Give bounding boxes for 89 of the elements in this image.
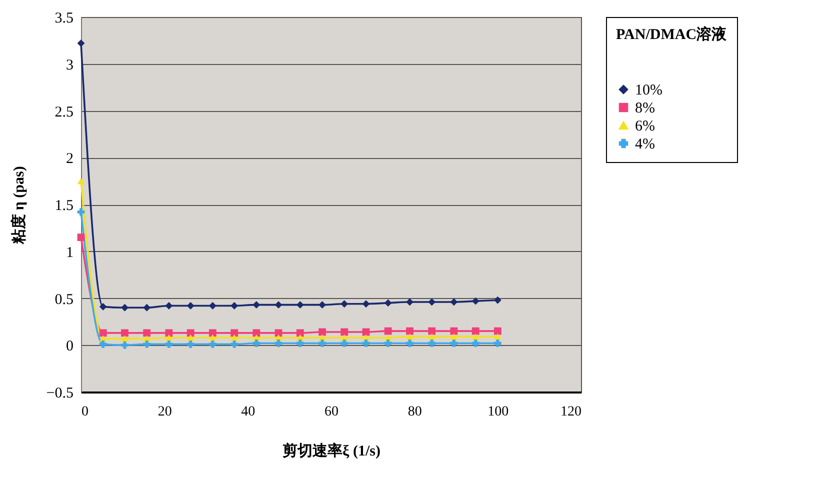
point	[494, 340, 502, 347]
y-tick-label: 1.5	[54, 198, 74, 214]
point	[208, 329, 216, 337]
legend-label: 8%	[635, 100, 655, 116]
y-tick-label: 2.5	[54, 104, 74, 120]
point	[121, 335, 128, 342]
y-tick-label: 0	[66, 338, 74, 355]
point	[186, 329, 194, 337]
point	[472, 340, 480, 347]
legend-label: 6%	[635, 118, 655, 134]
x-tick-label: 120	[560, 404, 582, 420]
point	[77, 178, 85, 184]
point	[450, 333, 458, 340]
point	[230, 334, 238, 341]
point	[428, 340, 436, 347]
point	[450, 298, 458, 306]
point	[296, 301, 304, 309]
point	[121, 341, 128, 349]
y-tick-label: 1	[66, 244, 74, 261]
point	[274, 329, 282, 337]
point	[230, 329, 238, 337]
point	[274, 340, 282, 347]
point	[494, 327, 502, 335]
point	[186, 334, 194, 341]
point	[186, 302, 194, 310]
point	[99, 340, 107, 348]
x-tick-label: 40	[241, 404, 256, 420]
x-tick-label: 20	[158, 404, 172, 420]
point	[362, 340, 370, 347]
point	[186, 340, 194, 348]
point	[99, 329, 107, 337]
point	[340, 340, 348, 347]
point	[428, 327, 436, 335]
y-tick-label: 3.5	[54, 10, 74, 26]
point	[252, 301, 260, 309]
point	[77, 234, 85, 242]
point	[494, 333, 502, 340]
point	[165, 302, 173, 310]
point	[318, 301, 326, 309]
point	[362, 300, 370, 308]
x-tick-label: 80	[408, 404, 422, 420]
point	[165, 334, 173, 341]
point	[165, 329, 173, 337]
point	[428, 298, 436, 306]
point	[230, 302, 238, 310]
point	[230, 340, 238, 348]
point	[384, 327, 392, 335]
point	[99, 302, 107, 310]
x-tick-label: 60	[324, 404, 338, 420]
point	[274, 301, 282, 309]
point	[121, 329, 128, 337]
point	[143, 329, 151, 337]
y-tick-label: 0.5	[54, 292, 74, 308]
point	[406, 327, 414, 335]
point	[340, 328, 348, 336]
y-axis-title: 粘度 η (pas)	[9, 166, 28, 245]
point	[252, 329, 260, 337]
point	[384, 340, 392, 347]
point	[384, 299, 392, 307]
legend-title: PAN/DMAC溶液	[616, 25, 728, 43]
point	[77, 208, 85, 216]
legend-label: 10%	[635, 82, 662, 98]
point	[406, 333, 414, 340]
point	[208, 334, 216, 341]
point	[340, 300, 348, 308]
point	[450, 327, 458, 335]
point	[252, 340, 260, 347]
point	[472, 333, 480, 340]
point	[450, 340, 458, 347]
point	[121, 304, 128, 312]
point	[208, 340, 216, 348]
x-axis-title: 剪切速率ξ (1/s)	[282, 442, 380, 460]
point	[143, 304, 151, 312]
point	[143, 340, 151, 348]
point	[165, 340, 173, 348]
point	[208, 302, 216, 310]
point	[428, 333, 436, 340]
y-tick-label: −0.5	[46, 386, 74, 402]
y-tick-label: 3	[66, 57, 74, 74]
point	[472, 297, 480, 305]
y-tick-label: 2	[66, 151, 74, 168]
x-tick-label: 100	[488, 404, 509, 420]
point	[296, 329, 304, 337]
point	[296, 340, 304, 347]
point	[318, 328, 326, 336]
x-tick-label: 0	[82, 404, 88, 420]
legend-label: 4%	[635, 136, 655, 152]
point	[472, 327, 480, 335]
point	[494, 296, 502, 304]
